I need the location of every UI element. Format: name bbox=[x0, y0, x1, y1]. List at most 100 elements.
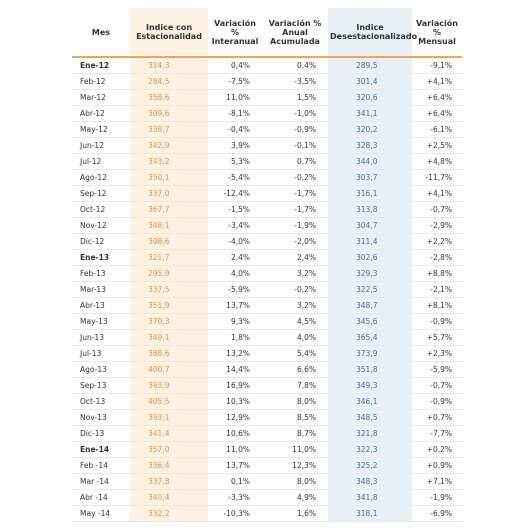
table-cell: +2,5% bbox=[412, 137, 462, 154]
table-cell: Abr-13 bbox=[72, 297, 130, 314]
table-cell: 12,9% bbox=[208, 409, 262, 426]
table-cell: 348,3 bbox=[328, 473, 412, 490]
table-cell: -7,5% bbox=[208, 73, 262, 90]
table-cell: 1,8% bbox=[208, 329, 262, 346]
table-row: Dic-12 308,6 -4,0% -2,0% 311,4 +2,2% bbox=[72, 233, 462, 250]
table-cell: +4,1% bbox=[412, 185, 462, 202]
table-cell: 320,2 bbox=[328, 121, 412, 138]
table-cell: Sep-12 bbox=[72, 185, 130, 202]
table-cell: -0,7% bbox=[412, 201, 462, 218]
table-cell: 367,7 bbox=[130, 201, 208, 218]
table-cell: 304,7 bbox=[328, 217, 412, 234]
table-row: May -14 332,2 -10,3% 1,6% 318,1 -6,9% bbox=[72, 505, 462, 522]
table-cell: +5,7% bbox=[412, 329, 462, 346]
table-cell: Jul-12 bbox=[72, 153, 130, 170]
table-header: Mes Indice con Estacionalidad Variación % … bbox=[72, 8, 462, 58]
table-cell: 340,4 bbox=[130, 489, 208, 506]
table-row: Mar-13 337,5 -5,9% -0,2% 322,5 -2,1% bbox=[72, 281, 462, 298]
table-cell: 13,7% bbox=[208, 297, 262, 314]
table-cell: 320,6 bbox=[328, 89, 412, 106]
table-cell: 0,4% bbox=[208, 57, 262, 74]
table-row: Oct-13 405,5 10,3% 8,0% 346,1 -0,9% bbox=[72, 393, 462, 410]
table-cell: 357,0 bbox=[130, 441, 208, 458]
table-row: Oct-12 367,7 -1,5% -1,7% 313,8 -0,7% bbox=[72, 201, 462, 218]
table-cell: Ago-12 bbox=[72, 169, 130, 186]
table-cell: 405,5 bbox=[130, 393, 208, 410]
table-cell: 328,3 bbox=[328, 137, 412, 154]
table-cell: -5,9% bbox=[208, 281, 262, 298]
table-cell: Sep-13 bbox=[72, 377, 130, 394]
table-cell: 332,2 bbox=[130, 505, 208, 522]
table-cell: 301,4 bbox=[328, 73, 412, 90]
table-cell: 342,9 bbox=[130, 137, 208, 154]
table-cell: 12,3% bbox=[262, 457, 328, 474]
table-cell: +8,8% bbox=[412, 265, 462, 282]
table-cell: 3,2% bbox=[262, 265, 328, 282]
table-cell: 344,0 bbox=[328, 153, 412, 170]
table-row: Nov-13 393,1 12,9% 8,5% 348,5 +0,7% bbox=[72, 409, 462, 426]
table-row: Ago-13 400,7 14,4% 6,6% 351,8 -5,9% bbox=[72, 361, 462, 378]
table-cell: -1,9% bbox=[412, 489, 462, 506]
table-cell: 321,8 bbox=[328, 425, 412, 442]
table-cell: -0,7% bbox=[412, 377, 462, 394]
table-cell: Mar-13 bbox=[72, 281, 130, 298]
table-cell: -1,0% bbox=[262, 105, 328, 122]
table-cell: 329,3 bbox=[328, 265, 412, 282]
table-cell: 8,0% bbox=[262, 473, 328, 490]
table-cell: -8,1% bbox=[208, 105, 262, 122]
table-cell: 351,9 bbox=[130, 297, 208, 314]
table-cell: 295,9 bbox=[130, 265, 208, 282]
column-header: Mes bbox=[72, 8, 130, 58]
table-cell: -3,4% bbox=[208, 217, 262, 234]
table-cell: -0,2% bbox=[262, 169, 328, 186]
table-cell: 341,4 bbox=[130, 425, 208, 442]
table-cell: Feb-13 bbox=[72, 265, 130, 282]
table-row: Dic-13 341,4 10,6% 8,7% 321,8 -7,7% bbox=[72, 425, 462, 442]
table-cell: 313,8 bbox=[328, 201, 412, 218]
table-cell: 388,6 bbox=[130, 345, 208, 362]
table-cell: -2,8% bbox=[412, 249, 462, 266]
table-cell: 400,7 bbox=[130, 361, 208, 378]
table-cell: 346,1 bbox=[328, 393, 412, 410]
data-table: Mes Indice con Estacionalidad Variación % … bbox=[72, 8, 462, 522]
table-cell: 322,3 bbox=[328, 441, 412, 458]
table-cell: Ene-14 bbox=[72, 441, 130, 458]
table-cell: 9,3% bbox=[208, 313, 262, 330]
table-cell: +6,4% bbox=[412, 105, 462, 122]
table-cell: +0,7% bbox=[412, 409, 462, 426]
table-cell: Ago-13 bbox=[72, 361, 130, 378]
table-cell: Ene-12 bbox=[72, 57, 130, 74]
table-cell: -0,1% bbox=[262, 137, 328, 154]
table-row: Feb-13 295,9 4,0% 3,2% 329,3 +8,8% bbox=[72, 265, 462, 282]
table-cell: -1,7% bbox=[262, 201, 328, 218]
table-cell: 1,6% bbox=[262, 505, 328, 522]
table-cell: 5,3% bbox=[208, 153, 262, 170]
table-cell: 10,6% bbox=[208, 425, 262, 442]
table-cell: -1,7% bbox=[262, 185, 328, 202]
table-cell: 322,5 bbox=[328, 281, 412, 298]
table-cell: -7,7% bbox=[412, 425, 462, 442]
table-cell: +0,9% bbox=[412, 457, 462, 474]
table-row: Ene-14 357,0 11,0% 11,0% 322,3 +0,2% bbox=[72, 441, 462, 458]
table-cell: 0,4% bbox=[262, 57, 328, 74]
table-cell: +4,1% bbox=[412, 73, 462, 90]
table-cell: May-13 bbox=[72, 313, 130, 330]
table-cell: 13,2% bbox=[208, 345, 262, 362]
table-row: Jun-13 349,1 1,8% 4,0% 365,4 +5,7% bbox=[72, 329, 462, 346]
table-cell: +0,2% bbox=[412, 441, 462, 458]
table-cell: -11,7% bbox=[412, 169, 462, 186]
table-container: Mes Indice con Estacionalidad Variación % … bbox=[72, 8, 462, 522]
table-cell: 0,1% bbox=[208, 473, 262, 490]
table-cell: -3,5% bbox=[262, 73, 328, 90]
table-cell: Oct-13 bbox=[72, 393, 130, 410]
table-cell: -9,1% bbox=[412, 57, 462, 74]
table-row: Ene-13 321,7 2,4% 2,4% 302,6 -2,8% bbox=[72, 249, 462, 266]
table-cell: 309,6 bbox=[130, 105, 208, 122]
table-row: Mar-12 358,6 11,0% 1,5% 320,6 +6,4% bbox=[72, 89, 462, 106]
table-cell: Abr -14 bbox=[72, 489, 130, 506]
table-cell: 6,6% bbox=[262, 361, 328, 378]
table-cell: Feb-12 bbox=[72, 73, 130, 90]
table-cell: 325,2 bbox=[328, 457, 412, 474]
table-cell: 373,9 bbox=[328, 345, 412, 362]
